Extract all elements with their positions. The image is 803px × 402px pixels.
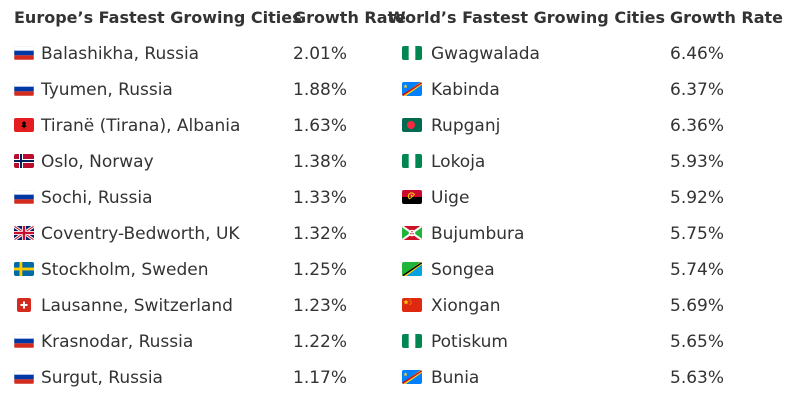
europe-cities-header: Europe’s Fastest Growing Cities xyxy=(14,8,302,27)
world-cities-header: World’s Fastest Growing Cities xyxy=(388,8,666,27)
world-growth-rate: 6.37% xyxy=(670,80,725,100)
world-city-name: Kabinda xyxy=(431,80,500,100)
world-city-name: Uige xyxy=(431,188,470,208)
europe-city-name: Oslo, Norway xyxy=(41,152,154,172)
world-growth-rate: 5.92% xyxy=(670,188,725,208)
table-row: Sochi, Russia 1.33% Uige 5.92% xyxy=(0,180,803,216)
europe-growth-rate: 1.63% xyxy=(293,116,348,136)
table-row: Lausanne, Switzerland 1.23% Xiongan 5.69% xyxy=(0,288,803,324)
europe-growth-rate: 1.17% xyxy=(293,368,348,388)
uk-flag-icon xyxy=(14,226,34,240)
europe-city-name: Krasnodar, Russia xyxy=(41,332,194,352)
world-city-name: Songea xyxy=(431,260,495,280)
dr-congo-flag-icon xyxy=(402,82,422,96)
europe-city-name: Tiranë (Tirana), Albania xyxy=(41,116,241,136)
europe-growth-rate: 1.88% xyxy=(293,80,348,100)
world-growth-rate: 5.69% xyxy=(670,296,725,316)
world-growth-rate: 5.75% xyxy=(670,224,725,244)
world-city-name: Gwagwalada xyxy=(431,44,540,64)
world-city-name: Bunia xyxy=(431,368,480,388)
world-city-name: Xiongan xyxy=(431,296,501,316)
world-city-name: Rupganj xyxy=(431,116,501,136)
europe-city-name: Stockholm, Sweden xyxy=(41,260,209,280)
russia-flag-icon xyxy=(14,82,34,96)
europe-growth-rate: 1.32% xyxy=(293,224,348,244)
header-row: Europe’s Fastest Growing Cities Growth R… xyxy=(0,0,803,36)
table-row: Oslo, Norway 1.38% Lokoja 5.93% xyxy=(0,144,803,180)
europe-rate-header: Growth Rate xyxy=(293,8,407,27)
albania-flag-icon xyxy=(14,118,34,132)
switzerland-flag-icon xyxy=(14,298,34,312)
europe-city-name: Coventry-Bedworth, UK xyxy=(41,224,240,244)
world-growth-rate: 6.36% xyxy=(670,116,725,136)
russia-flag-icon xyxy=(14,46,34,60)
table-row: Krasnodar, Russia 1.22% Potiskum 5.65% xyxy=(0,324,803,360)
europe-growth-rate: 1.38% xyxy=(293,152,348,172)
europe-growth-rate: 1.23% xyxy=(293,296,348,316)
table-row: Coventry-Bedworth, UK 1.32% Bujumbura 5.75% xyxy=(0,216,803,252)
europe-city-name: Sochi, Russia xyxy=(41,188,153,208)
europe-city-name: Lausanne, Switzerland xyxy=(41,296,233,316)
bangladesh-flag-icon xyxy=(402,118,422,132)
russia-flag-icon xyxy=(14,190,34,204)
table-row: Balashikha, Russia 2.01% Gwagwalada 6.46% xyxy=(0,36,803,72)
europe-growth-rate: 1.22% xyxy=(293,332,348,352)
sweden-flag-icon xyxy=(14,262,34,276)
world-growth-rate: 5.63% xyxy=(670,368,725,388)
table-row: Tyumen, Russia 1.88% Kabinda 6.37% xyxy=(0,72,803,108)
china-flag-icon xyxy=(402,298,422,312)
world-growth-rate: 5.93% xyxy=(670,152,725,172)
world-growth-rate: 6.46% xyxy=(670,44,725,64)
russia-flag-icon xyxy=(14,334,34,348)
world-city-name: Potiskum xyxy=(431,332,508,352)
norway-flag-icon xyxy=(14,154,34,168)
burundi-flag-icon xyxy=(402,226,422,240)
world-city-name: Bujumbura xyxy=(431,224,525,244)
world-rate-header: Growth Rate xyxy=(670,8,784,27)
europe-city-name: Tyumen, Russia xyxy=(41,80,173,100)
table-row: Tiranë (Tirana), Albania 1.63% Rupganj 6.36… xyxy=(0,108,803,144)
world-growth-rate: 5.74% xyxy=(670,260,725,280)
angola-flag-icon xyxy=(402,190,422,204)
world-growth-rate: 5.65% xyxy=(670,332,725,352)
dr-congo-flag-icon xyxy=(402,370,422,384)
russia-flag-icon xyxy=(14,370,34,384)
nigeria-flag-icon xyxy=(402,154,422,168)
europe-growth-rate: 1.25% xyxy=(293,260,348,280)
europe-growth-rate: 2.01% xyxy=(293,44,348,64)
world-city-name: Lokoja xyxy=(431,152,486,172)
tanzania-flag-icon xyxy=(402,262,422,276)
europe-city-name: Balashikha, Russia xyxy=(41,44,200,64)
nigeria-flag-icon xyxy=(402,334,422,348)
nigeria-flag-icon xyxy=(402,46,422,60)
europe-city-name: Surgut, Russia xyxy=(41,368,163,388)
table-row: Stockholm, Sweden 1.25% Songea 5.74% xyxy=(0,252,803,288)
europe-growth-rate: 1.33% xyxy=(293,188,348,208)
table-row: Surgut, Russia 1.17% Bunia 5.63% xyxy=(0,360,803,396)
